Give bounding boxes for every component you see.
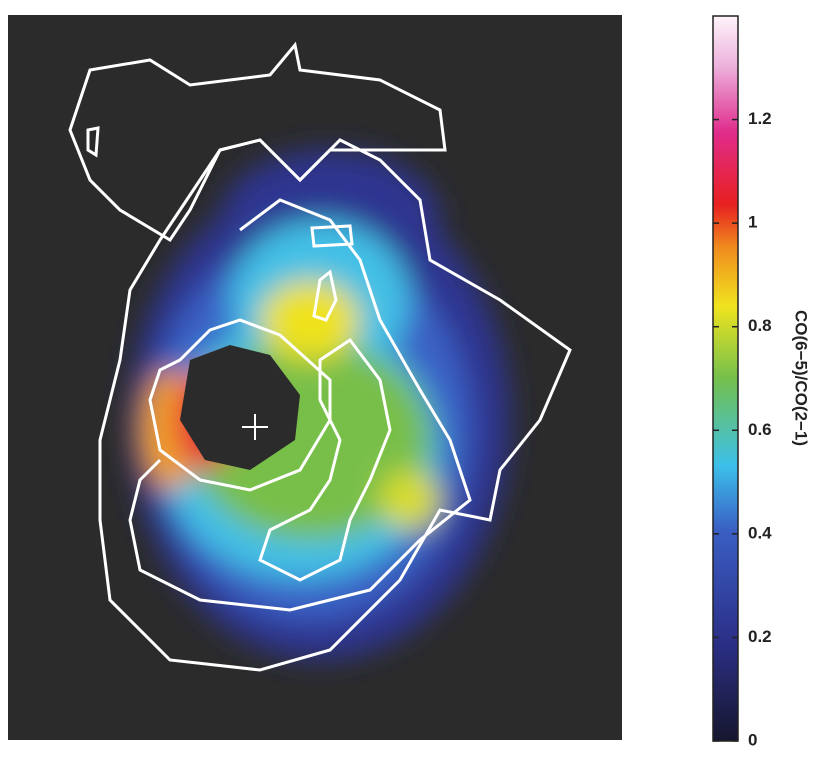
colorbar-tick-label: 0.6 [748,420,772,439]
center-cross [242,414,268,440]
colorbar-tick-label: 0.4 [748,523,772,542]
colorbar-label: CO(6−5)/CO(2−1) [792,310,811,446]
colorbar-tick-label: 0.8 [748,316,772,335]
colorbar-tick-label: 0 [748,730,757,749]
colorbar-tick-label: 1 [748,213,757,232]
map-panel [8,15,622,740]
map-hole [180,345,300,470]
colorbar [712,15,739,742]
colorbar-ticks: 0 0.2 0.4 0.6 0.8 1 1.2 [713,109,772,749]
colorbar-tick-label: 1.2 [748,109,772,128]
colorbar-tick-label: 0.2 [748,627,772,646]
contours [68,41,572,672]
